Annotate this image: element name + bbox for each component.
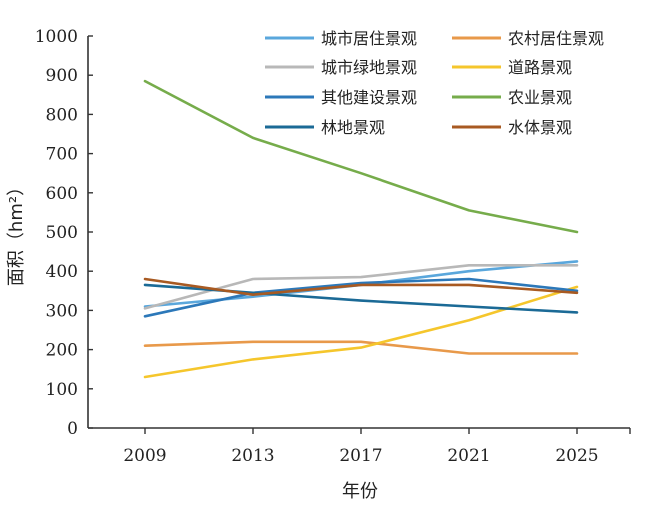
y-ticks: 0 100 200 300 400 500 600 700 800 900 1000 [35,27,93,439]
legend-label: 其他建设景观 [321,88,417,107]
x-tick-label: 2021 [447,446,490,466]
x-axis-title: 年份 [342,481,378,502]
y-tick-label: 900 [46,66,78,86]
x-tick-label: 2013 [231,446,274,466]
y-tick-label: 800 [46,105,78,125]
legend-label: 城市绿地景观 [321,58,417,77]
legend-label: 林地景观 [321,118,385,137]
y-tick-label: 600 [46,184,78,204]
y-tick-label: 100 [46,380,78,400]
legend-label: 农业景观 [508,88,572,107]
x-tick-label: 2009 [123,446,166,466]
series-line-8 [143,277,579,297]
x-tick-label: 2017 [339,446,382,466]
series-layer [143,79,579,379]
y-tick-label: 500 [46,223,78,243]
x-tick-label: 2025 [555,446,598,466]
legend-label: 水体景观 [508,118,572,137]
y-tick-label: 400 [46,262,78,282]
y-tick-label: 700 [46,145,78,165]
legend-label: 城市居住景观 [321,29,417,48]
y-tick-label: 200 [46,341,78,361]
series-line-5 [143,277,579,318]
y-tick-label: 0 [67,419,78,439]
y-axis-title: 面积（hm²） [6,178,27,286]
y-tick-label: 1000 [35,27,78,47]
series-line-6 [143,79,579,234]
y-tick-label: 300 [46,301,78,321]
legend-label: 道路景观 [508,58,572,77]
series-line-2 [143,340,579,355]
legend-label: 农村居住景观 [508,29,604,48]
x-ticks: 2009 2013 2017 2021 2025 [123,428,631,466]
